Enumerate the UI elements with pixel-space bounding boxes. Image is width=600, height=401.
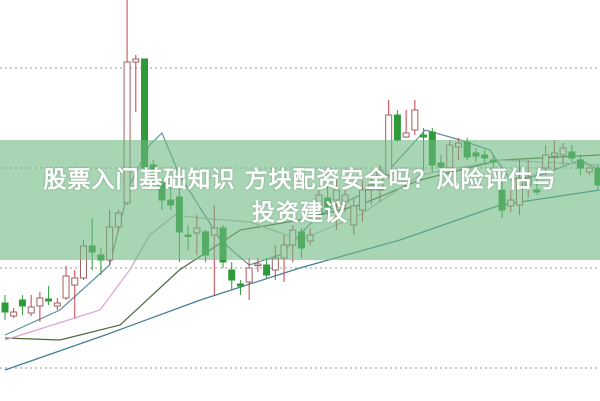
candle <box>236 280 244 295</box>
candle-body <box>1 302 9 313</box>
title-line-2: 投资建议 <box>252 200 348 226</box>
title-banner <box>0 140 600 260</box>
candle-body <box>27 306 35 314</box>
candle-body <box>10 311 18 317</box>
candle-body <box>53 302 61 307</box>
candle <box>1 295 9 320</box>
candle-body <box>393 114 401 141</box>
candle <box>18 295 26 315</box>
candle-body <box>263 264 271 276</box>
candle <box>393 110 401 142</box>
candle <box>411 100 419 135</box>
candle <box>254 258 262 272</box>
candle-body <box>45 298 53 302</box>
candle <box>132 55 140 112</box>
candle-body <box>236 283 244 287</box>
article-title: 股票入门基础知识 方块配资安全吗？风险评估与 投资建议 <box>0 164 600 230</box>
candle <box>45 286 53 305</box>
candle-body <box>18 299 26 307</box>
candle <box>71 270 79 318</box>
candle-body <box>36 297 44 307</box>
candle <box>228 262 236 290</box>
title-line-1: 股票入门基础知识 方块配资安全吗？风险评估与 <box>43 167 557 193</box>
candle-body <box>245 267 253 283</box>
candle <box>53 298 61 310</box>
candle <box>263 258 271 278</box>
candle-body <box>228 269 236 281</box>
candle <box>27 295 35 316</box>
candle-body <box>254 263 262 266</box>
candle <box>36 292 44 322</box>
candle-body <box>420 134 428 138</box>
candle <box>402 110 410 138</box>
candle-body <box>62 275 70 299</box>
candle-body <box>132 58 140 63</box>
candle-body <box>71 277 79 286</box>
candle <box>10 308 18 318</box>
candle <box>245 258 253 300</box>
candle-body <box>402 132 410 138</box>
candle <box>62 266 70 300</box>
candle-body <box>411 109 419 131</box>
